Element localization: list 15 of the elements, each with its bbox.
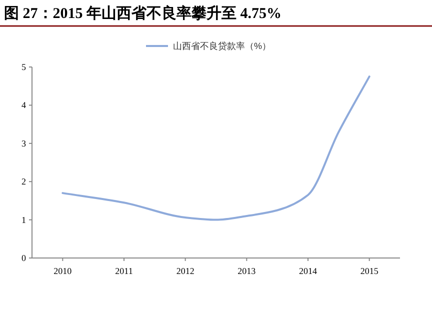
legend-label: 山西省不良贷款率（%） [173, 41, 272, 51]
y-tick-label: 1 [22, 214, 26, 225]
line-series [62, 76, 370, 221]
x-tick-label: 2010 [54, 266, 72, 276]
y-tick-label: 4 [22, 100, 26, 110]
y-tick-label: 2 [22, 176, 26, 187]
chart-title: 图 27：2015 年山西省不良率攀升至 4.75% [4, 4, 282, 22]
y-tick-label: 3 [22, 138, 26, 148]
x-tick-label: 2015 [360, 266, 379, 276]
y-tick-label: 0 [22, 253, 26, 263]
x-tick-label: 2012 [176, 266, 194, 276]
x-tick-label: 2011 [115, 266, 133, 276]
x-tick-label: 2014 [299, 266, 318, 276]
x-tick-label: 2013 [238, 266, 256, 276]
y-tick-label: 5 [22, 62, 26, 72]
